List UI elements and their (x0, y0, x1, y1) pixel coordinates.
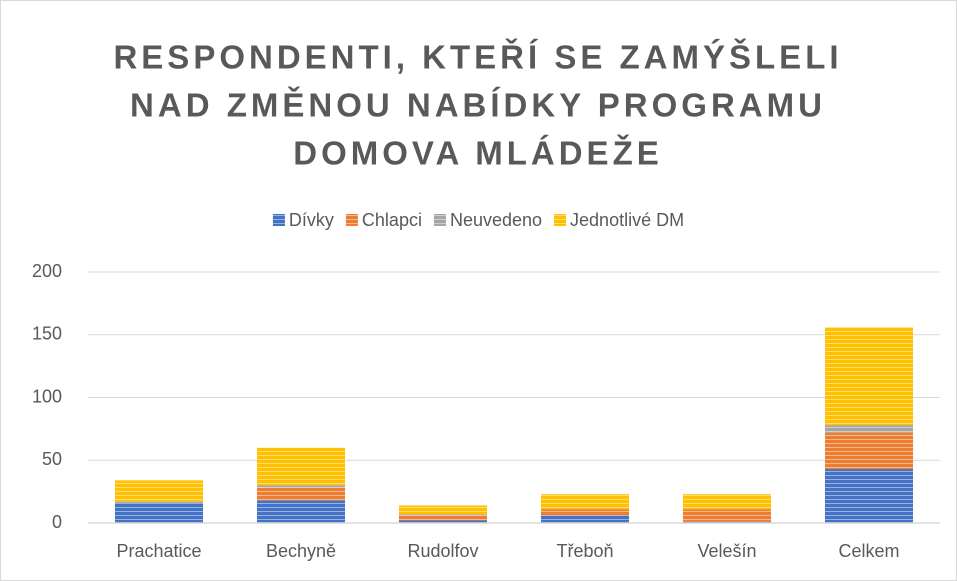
chart-title: DOMOVA MLÁDEŽE (293, 135, 662, 172)
bar-segment (398, 514, 488, 516)
y-tick-label: 50 (42, 449, 62, 469)
legend-label: Neuvedeno (450, 210, 542, 230)
bar-segment (824, 327, 914, 426)
bar-segment (256, 447, 346, 486)
legend-label: Dívky (289, 210, 334, 230)
y-tick-label: 200 (32, 261, 62, 281)
x-tick-label: Celkem (838, 541, 899, 561)
y-tick-label: 0 (52, 512, 62, 532)
bar-segment (256, 485, 346, 488)
bar-segment (114, 501, 204, 503)
x-tick-label: Velešín (697, 541, 756, 561)
x-tick-label: Bechyně (266, 541, 336, 561)
chart-title: NAD ZMĚNOU NABÍDKY PROGRAMU (130, 87, 826, 124)
bar-segment (682, 509, 772, 522)
bar-segment (540, 509, 630, 516)
bar-segment (256, 500, 346, 523)
x-tick-label: Rudolfov (407, 541, 478, 561)
bar-segment (398, 505, 488, 515)
bar-segment (824, 469, 914, 523)
bar-segment (114, 480, 204, 502)
chart-title: RESPONDENTI, KTEŘÍ SE ZAMÝŠLELI (113, 38, 842, 76)
x-tick-label: Třeboň (556, 541, 613, 561)
bar-segment (398, 520, 488, 523)
bar-segment (256, 487, 346, 501)
y-tick-label: 100 (32, 386, 62, 406)
legend-label: Jednotlivé DM (570, 210, 684, 230)
bar-segment (682, 494, 772, 510)
legend-swatch (345, 214, 358, 226)
bar-segment (540, 494, 630, 510)
bar-segment (824, 425, 914, 433)
x-tick-label: Prachatice (116, 541, 201, 561)
legend-swatch (554, 214, 567, 226)
bar-segment (540, 515, 630, 523)
legend-swatch (272, 214, 285, 226)
legend-swatch (433, 214, 446, 226)
bar-segment (824, 432, 914, 470)
bar-segment (114, 502, 204, 523)
legend-label: Chlapci (362, 210, 422, 230)
bar-segment (398, 515, 488, 521)
y-tick-label: 150 (32, 324, 62, 344)
